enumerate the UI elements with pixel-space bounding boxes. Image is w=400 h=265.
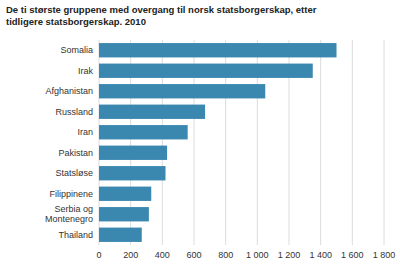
x-tick-label: 1 200: [278, 250, 301, 260]
category-label-line: Filippinene: [49, 189, 93, 199]
grid-line: [320, 40, 321, 245]
x-tick-labels: 0 200 400 600 800 1 000 1 200 1 400 1 600 1 800: [96, 250, 395, 260]
bar: [99, 125, 188, 139]
title-line: De ti største gruppene med overgang til …: [6, 4, 317, 15]
x-tick-label: 1 000: [246, 250, 269, 260]
bar: [99, 84, 265, 98]
category-label: Afghanistan: [45, 86, 93, 96]
category-label: Statsløse: [55, 168, 93, 178]
category-label-line: Iran: [77, 127, 93, 137]
grid-line: [384, 40, 385, 245]
bar: [99, 64, 313, 78]
category-label: Thailand: [58, 230, 93, 240]
title: De ti største gruppene med overgang til …: [6, 4, 317, 27]
bar: [99, 43, 337, 57]
bar: [99, 228, 142, 242]
category-label: Pakistan: [58, 148, 93, 158]
background: [0, 0, 400, 265]
category-label: Serbia ogMontenegro: [45, 204, 93, 224]
category-label-line: Montenegro: [45, 214, 93, 224]
bar: [99, 207, 149, 221]
chart: De ti største gruppene med overgang til …: [0, 0, 400, 265]
x-tick-label: 400: [155, 250, 170, 260]
category-label: Somalia: [60, 45, 93, 55]
category-label-line: Afghanistan: [45, 86, 93, 96]
category-label-line: Thailand: [58, 230, 93, 240]
bar: [99, 166, 166, 180]
x-tick-label: 1 800: [373, 250, 396, 260]
grid: [99, 40, 384, 245]
category-label-line: Irak: [78, 66, 94, 76]
bar: [99, 146, 167, 160]
category-label: Irak: [78, 66, 94, 76]
title-line: tidligere statsborgerskap. 2010: [6, 16, 146, 27]
category-label-line: Russland: [55, 107, 93, 117]
category-label-line: Somalia: [60, 45, 93, 55]
category-label: Filippinene: [49, 189, 93, 199]
category-label: Iran: [77, 127, 93, 137]
x-tick-label: 200: [123, 250, 138, 260]
category-label-line: Statsløse: [55, 168, 93, 178]
category-label-line: Pakistan: [58, 148, 93, 158]
bars: [99, 43, 337, 242]
x-tick-label: 0: [96, 250, 101, 260]
category-label-line: Serbia og: [54, 204, 93, 214]
bar: [99, 105, 205, 119]
x-tick-label: 800: [218, 250, 233, 260]
x-tick-label: 1 400: [309, 250, 332, 260]
x-tick-label: 1 600: [341, 250, 364, 260]
x-tick-label: 600: [186, 250, 201, 260]
grid-line: [352, 40, 353, 245]
category-labels: Thailand Serbia ogMontenegro Filippinene St…: [45, 45, 94, 240]
bar: [99, 187, 151, 201]
category-label: Russland: [55, 107, 93, 117]
